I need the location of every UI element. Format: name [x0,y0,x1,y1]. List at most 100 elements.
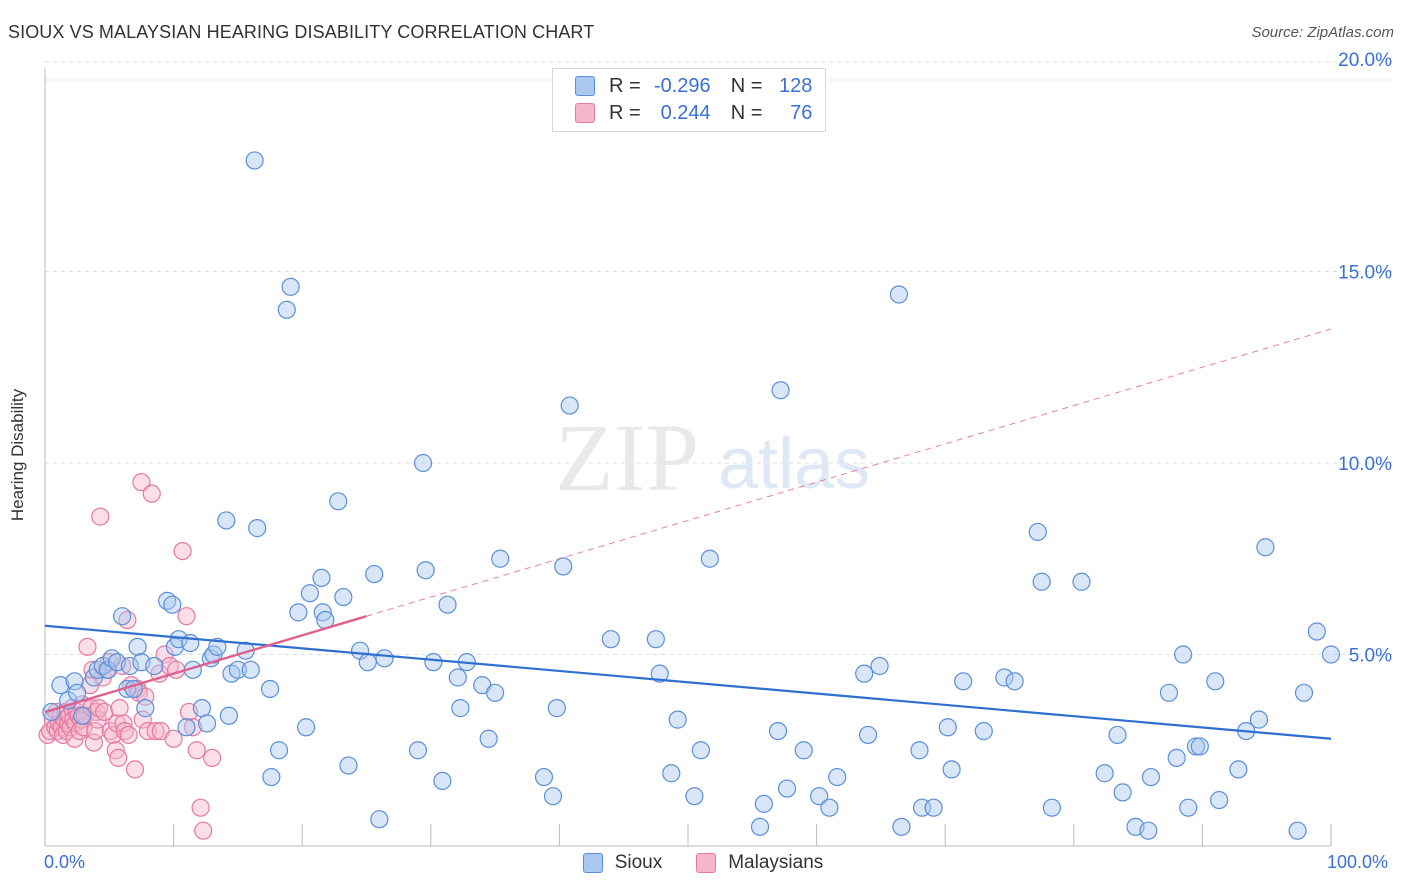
sioux-point [777,779,797,798]
sioux-point [245,151,264,170]
sioux-point [277,300,296,319]
malaysians-swatch [575,103,595,123]
sioux-point [1288,821,1307,840]
sioux-swatch [575,76,595,96]
malaysians-point [187,741,206,760]
sioux-point [136,699,155,718]
sioux-point [197,714,217,733]
malaysians-point [95,702,114,722]
malaysians-point [114,714,133,733]
r-label: R = [609,101,641,124]
sioux-point [281,277,300,296]
sioux-point [700,549,719,568]
y-tick-label-10: 10.0% [1338,454,1392,475]
sioux-point [942,760,961,779]
legend-label-sioux: Sioux [614,852,663,873]
malaysians-point [74,718,93,737]
sioux-point [547,699,566,718]
sioux-point [691,741,710,760]
sioux-point [1174,645,1193,664]
sioux-point [1210,790,1229,810]
sioux-point [810,787,829,806]
malaysians-trend-extension [366,328,1332,617]
x-axis-min-label: 0.0% [44,852,86,872]
malaysians-point [191,798,210,817]
sioux-point [1229,760,1248,779]
gridlines [45,61,1392,655]
sioux-point [1159,683,1179,702]
sioux-point [329,492,348,511]
sioux-point [601,630,620,649]
sioux-point [228,660,247,679]
sioux-point [128,637,147,656]
sioux-point [408,741,428,760]
r-value-malaysians: 0.244 [660,101,711,124]
y-tick-label-5: 5.0% [1349,646,1392,667]
sioux-point [416,561,435,580]
sioux-point [296,718,316,737]
legend-label-malaysians: Malaysians [728,852,824,873]
malaysians-point [155,645,174,664]
malaysians-point [119,725,138,745]
sioux-point [1186,737,1206,756]
legend-row-sioux: R = -0.296 N = 128 [575,74,812,98]
sioux-point [974,721,993,741]
sioux-point [1167,748,1186,768]
sioux-point [370,810,389,829]
sioux-point [543,787,563,806]
sioux-point [938,718,957,737]
sioux-point [1179,798,1198,817]
n-value-malaysians: 76 [790,101,813,124]
sioux-point [1028,522,1047,542]
malaysians-point [107,714,127,733]
legend-item-sioux[interactable]: Sioux [582,852,663,874]
malaysians-point [109,748,128,768]
sioux-point [248,519,267,538]
sioux-point [433,771,452,790]
sioux-point [910,741,929,760]
watermark: ZIP atlas [555,404,870,511]
sioux-point [312,568,331,588]
malaysians-point [173,541,192,561]
sioux-point [554,557,573,576]
sioux-point [1095,764,1114,783]
sioux-point [668,710,687,729]
sioux-point [375,649,394,668]
n-label: N = [730,74,763,97]
malaysians-point [132,473,151,492]
n-label: N = [730,101,763,124]
malaysians-trend-line [44,615,367,714]
n-value-sioux: 128 [779,74,813,97]
malaysians-point [138,721,157,741]
malaysians-point [83,660,102,679]
y-tick-label-20: 20.0% [1338,50,1392,71]
sioux-point [448,668,467,687]
chart-title: SIOUX VS MALAYSIAN HEARING DISABILITY CO… [8,22,595,42]
sioux-point [145,656,164,676]
legend-item-malaysians[interactable]: Malaysians [696,852,823,874]
sioux-point [260,679,280,699]
sioux-point [51,676,70,695]
sioux-point [486,683,505,702]
legend-row-malaysians: R = 0.244 N = 76 [575,101,812,125]
malaysians-point [110,699,129,718]
sioux-points [42,151,1341,840]
sioux-point [365,564,384,584]
sioux-point [334,587,353,607]
sioux-point [892,817,911,836]
sioux-point [339,756,358,775]
sioux-point [828,767,847,787]
sioux-point [177,718,196,737]
malaysians-point [194,821,213,840]
sioux-point [424,653,443,672]
sioux-point [1190,737,1209,756]
sioux-point [65,672,84,691]
malaysians-points [38,473,222,840]
sioux-point [192,699,211,718]
sioux-point [491,549,510,568]
sioux-point [1249,710,1269,729]
watermark-atlas: atlas [718,424,870,504]
sioux-point [1005,672,1024,691]
malaysians-point [203,748,222,768]
sioux-point [451,699,470,718]
